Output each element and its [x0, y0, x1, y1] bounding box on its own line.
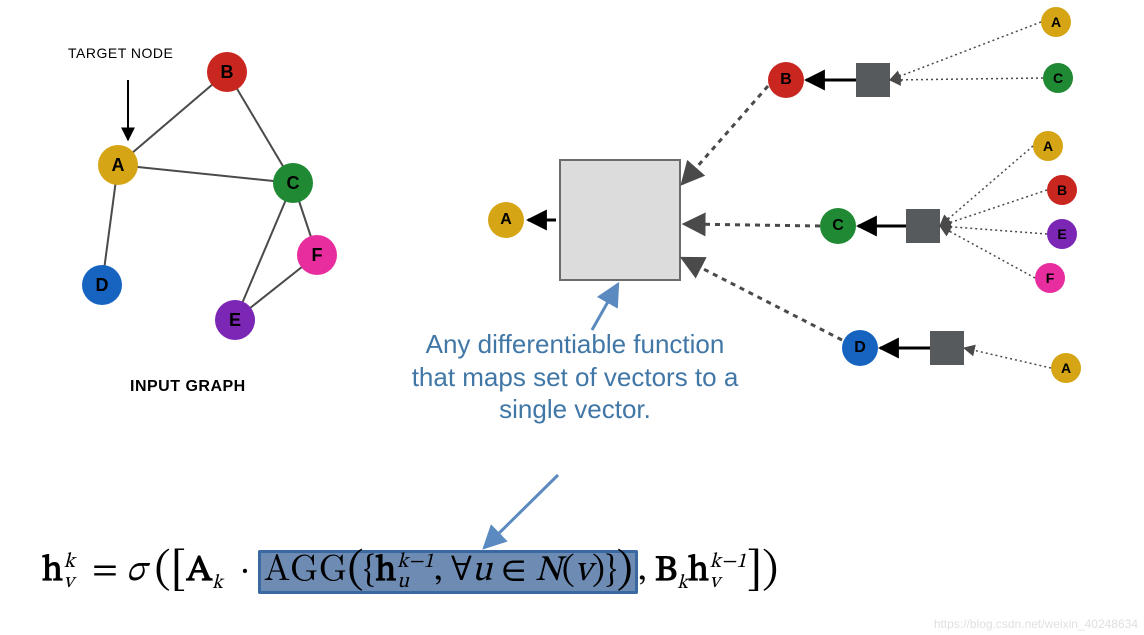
formula-hv: h — [688, 553, 709, 589]
formula-A: A — [186, 553, 212, 589]
watermark: https://blog.csdn.net/weixin_40248634 — [934, 617, 1138, 631]
formula-sub-v: v — [64, 571, 74, 592]
node-F: F — [297, 235, 337, 275]
node-B: B — [768, 62, 804, 98]
formula-sigma: σ — [126, 553, 146, 589]
formula-N: N — [535, 553, 562, 589]
diagram-canvas: TARGET NODE INPUT GRAPH Any differentiab… — [0, 0, 1144, 635]
node-A: A — [1041, 7, 1071, 37]
formula-sub-v2: v — [710, 571, 720, 592]
formula-sub-u: u — [397, 571, 409, 592]
node-A: A — [488, 202, 524, 238]
formula-B: B — [655, 553, 677, 589]
formula-hu: h — [375, 553, 396, 589]
node-E: E — [1047, 219, 1077, 249]
node-A: A — [98, 145, 138, 185]
target-node-label: TARGET NODE — [68, 45, 173, 61]
blue-caption-line3: single vector. — [499, 394, 651, 424]
aggregation-formula: hkv = σ ([Ak · AGG({hk−1u, ∀u ∈ N(v)}), … — [42, 540, 778, 597]
node-E: E — [215, 300, 255, 340]
node-C: C — [273, 163, 313, 203]
node-D: D — [842, 330, 878, 366]
node-C: C — [1043, 63, 1073, 93]
formula-Ak: k — [212, 573, 223, 593]
node-D: D — [82, 265, 122, 305]
input-graph-label: INPUT GRAPH — [130, 378, 246, 396]
formula-AGG: AGG — [263, 540, 347, 591]
formula-sup-k: k — [64, 551, 75, 572]
node-B: B — [207, 52, 247, 92]
formula-km1-v: k−1 — [710, 551, 747, 572]
formula-v2: v — [575, 553, 592, 589]
formula-Bk: k — [677, 573, 688, 593]
blue-caption-line2: that maps set of vectors to a — [412, 362, 739, 392]
blue-caption-line1: Any differentiable function — [426, 329, 725, 359]
blue-caption: Any differentiable function that maps se… — [395, 328, 755, 426]
node-A: A — [1033, 131, 1063, 161]
node-C: C — [820, 208, 856, 244]
formula-in: ∈ — [501, 553, 527, 589]
agg-highlight: AGG({hk−1u, ∀u ∈ N(v)}) — [258, 550, 637, 594]
node-A: A — [1051, 353, 1081, 383]
node-F: F — [1035, 263, 1065, 293]
formula-km1-u: k−1 — [397, 551, 434, 572]
formula-h: h — [42, 553, 63, 589]
node-B: B — [1047, 175, 1077, 205]
formula-forall: ∀ — [451, 553, 472, 589]
formula-u2: u — [472, 553, 493, 589]
